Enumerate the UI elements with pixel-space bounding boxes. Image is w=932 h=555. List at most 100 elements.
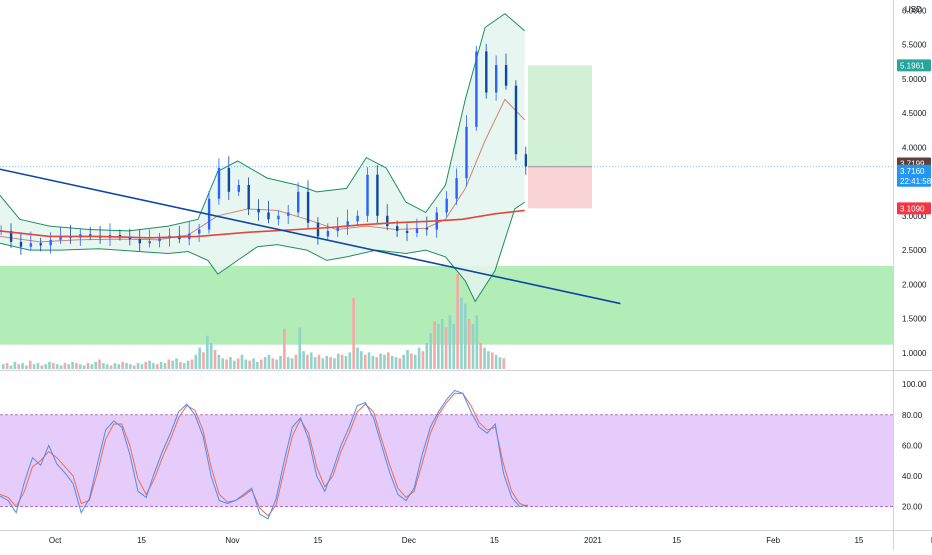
oscillator-tick-label: 60.00 [902,441,923,450]
volume-bar [186,360,190,369]
price-tick-label: 3.0000 [902,212,927,221]
volume-bar [2,364,5,369]
bollinger-layer [0,13,526,303]
volume-bar [198,347,201,369]
volume-bar [233,360,236,369]
volume-bar [394,357,398,369]
volume-bar [444,327,448,369]
lines-layer [0,65,893,305]
volume-bar [63,363,67,369]
volume-bar [67,364,71,369]
candle-body [415,228,419,233]
time-tick-label: Nov [225,536,239,545]
volume-bar [152,363,155,369]
volume-bar [413,354,417,369]
candle-body [346,221,349,227]
volume-bar [406,350,409,369]
volume-bar [298,327,302,369]
candle-body [455,178,458,199]
oscillator-band [0,414,893,507]
candle-body [138,239,141,244]
volume-bar [317,354,321,369]
target-price-badge-bg [897,59,931,72]
time-tick-label: 15 [854,536,863,545]
volume-bar [263,357,267,369]
candle-body [485,51,488,93]
volume-bar [244,359,248,369]
candle-body [217,167,221,199]
candle-body [257,208,260,213]
oscillator-tick-label: 100.00 [902,380,927,389]
candle-body [386,215,389,227]
volume-bar [313,357,317,369]
volume-bar [52,363,55,369]
candle-body [396,226,399,231]
volume-bar [390,355,394,369]
volume-bar [360,351,363,369]
price-tick-label: 5.5000 [902,41,927,50]
volume-bar [383,354,386,369]
volume-bar [144,361,148,369]
price-tick-label: 5.0000 [902,75,927,84]
currency-label: USD [905,5,922,14]
volume-bar [213,350,217,369]
stochastic-k-line [0,389,528,520]
volume-bar [190,359,194,369]
volume-bar [194,354,198,369]
volume-bar [159,361,163,369]
volume-bar [259,359,263,369]
volume-bar [202,352,205,369]
volume-bar [206,335,209,369]
volume-bar [94,361,97,369]
volume-bar [421,351,425,369]
volume-bar [502,358,506,369]
volume-bar [240,354,244,369]
volume-bar [475,315,479,369]
bollinger-fill [0,13,525,302]
candle-body [366,174,369,216]
volume-bar [132,365,136,369]
volume-bar [86,363,90,369]
volume-bar [79,364,82,369]
volume-bar [379,353,382,369]
volume-bar [336,353,340,369]
time-tick-label: 15 [490,536,499,545]
volume-bar [363,354,367,369]
volume-bar [48,361,51,369]
volume-bar [467,319,471,369]
price-tick-label: 1.5000 [902,315,927,324]
candle-body [297,191,300,213]
volume-bar [325,355,328,369]
volume-bar [5,363,9,369]
oscillator-tick-label: 40.00 [902,472,923,481]
volume-bar [167,359,171,369]
volume-bar [109,365,113,369]
volume-bar [352,297,355,369]
target-price-badge-text: 5.1961 [900,61,925,70]
current-price-text: 3.7160 [900,167,925,176]
volume-layer [2,274,506,369]
volume-bar [102,363,105,369]
volume-bar [494,354,498,369]
volume-bar [452,323,456,369]
candle-body [9,230,13,242]
volume-bar [279,355,282,369]
volume-bar [375,357,379,369]
volume-bar [425,342,429,369]
price-tick-label: 1.0000 [902,349,927,358]
moving-average-line [0,209,525,239]
candle-body [495,65,498,93]
volume-bar [179,361,182,369]
volume-bar [25,365,28,369]
candle-body [465,126,468,179]
volume-bar [286,357,290,369]
volume-bar [129,364,132,369]
volume-bar [225,359,228,369]
volume-bar [479,342,482,369]
volume-bar [460,297,463,369]
candle-body [316,222,320,237]
volume-bar [456,274,459,369]
